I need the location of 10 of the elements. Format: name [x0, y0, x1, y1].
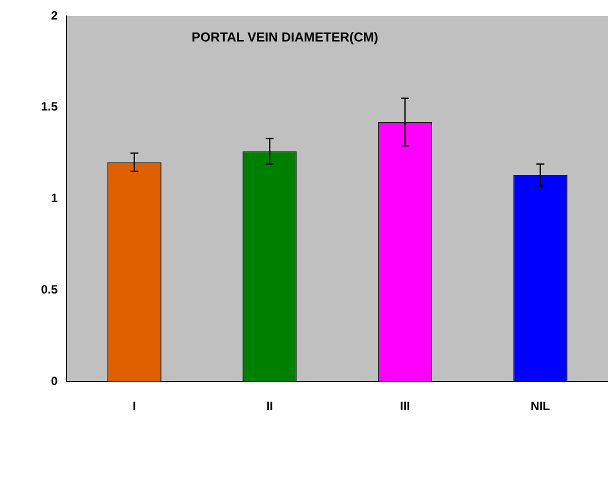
y-tick-label: 0: [50, 374, 58, 388]
x-tick-label: NIL: [530, 399, 550, 414]
x-tick-label: I: [132, 399, 136, 414]
y-tick-label: 2: [50, 8, 58, 22]
x-tick-label: II: [266, 399, 274, 414]
y-tick-label: 1.5: [40, 100, 58, 114]
y-tick-label: 0.5: [40, 282, 58, 297]
text: PORTAL VEIN DIAMETER(CM): [192, 30, 378, 45]
y-tick-label: 1: [50, 191, 58, 206]
x-tick-label: III: [400, 399, 410, 414]
